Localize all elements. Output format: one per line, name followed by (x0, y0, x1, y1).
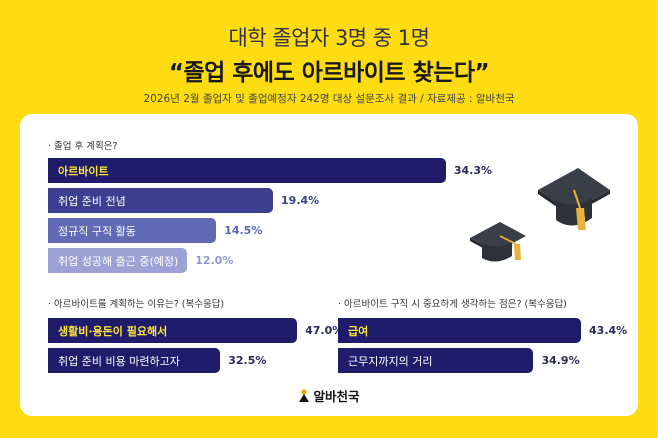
chart3-question: · 아르바이트 구직 시 중요하게 생각하는 점은? (복수응답) (338, 299, 567, 310)
bar-value-label-1-1: 32.5% (228, 354, 267, 367)
bar-value-label-2-1: 34.9% (541, 354, 580, 367)
brand-logo: 알바천국 (0, 386, 658, 405)
chart1-question: · 졸업 후 계획은? (48, 141, 118, 152)
bar-value-label-0-2: 14.5% (224, 224, 263, 237)
bar-2-1: 근무지까지의 거리 (338, 348, 534, 373)
bar-1-1: 취업 준비 비용 마련하고자 (48, 348, 221, 373)
page-title: 대학 졸업자 3명 중 1명 (228, 26, 430, 50)
graduation-cap-icon (470, 168, 610, 262)
bar-0-2: 정규직 구직 활동 (48, 218, 217, 243)
chart2-question: · 아르바이트를 계획하는 이유는? (복수응답) (48, 299, 225, 310)
brand-logo-text: 알바천국 (313, 389, 360, 404)
bar-value-label-0-1: 19.4% (281, 194, 320, 207)
bar-0-0: 아르바이트 (48, 158, 446, 183)
bar-value-label-0-3: 12.0% (195, 254, 234, 267)
page-headline: “졸업 후에도 아르바이트 찾는다” (168, 60, 490, 86)
bar-2-0: 급여 (338, 318, 582, 343)
survey-card: · 졸업 후 계획은? 아르바이트 34.3% 취업 준비 전념 19.4% 정규직 구… (20, 114, 638, 416)
bar-0-3: 취업 성공해 출근 중(예정) (48, 248, 188, 273)
bar-value-label-0-0: 34.3% (453, 164, 493, 177)
bar-value-label-1-0: 47.0% (305, 324, 344, 337)
bar-value-label-2-0: 43.4% (589, 324, 628, 337)
page-subtitle: 2026년 2월 졸업자 및 졸업예정자 242명 대상 설문조사 결과 / 자… (143, 93, 515, 105)
albacheonguk-logo-icon (299, 388, 310, 402)
bar-0-1: 취업 준비 전념 (48, 188, 274, 213)
bar-1-0: 생활비·용돈이 필요해서 (48, 318, 298, 343)
